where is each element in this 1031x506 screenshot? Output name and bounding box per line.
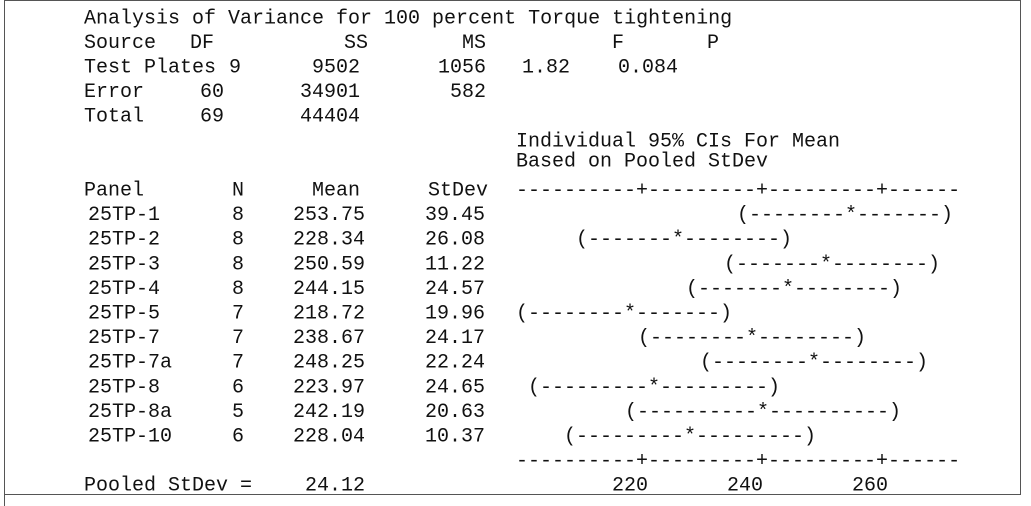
ci-header: Individual 95% CIs For Mean <box>516 130 840 153</box>
ci-bar: (---------*---------) <box>564 425 816 448</box>
means-cell: 24.65 <box>425 376 485 399</box>
scale-label: 240 <box>727 475 763 498</box>
means-header: Panel <box>84 179 144 202</box>
means-cell: 228.34 <box>293 229 365 252</box>
ci-bar: (--------*--------) <box>700 352 928 375</box>
anova-header: P <box>707 32 719 55</box>
anova-cell: Error <box>84 81 144 104</box>
means-cell: 19.96 <box>425 302 485 325</box>
ci-bar: (-------*--------) <box>576 229 792 252</box>
scale-rule: ----------+---------+---------+------ <box>516 450 960 473</box>
means-cell: 238.67 <box>293 327 365 350</box>
title: Analysis of Variance for 100 percent Tor… <box>84 7 732 30</box>
means-header: StDev <box>428 179 488 202</box>
means-cell: 22.24 <box>425 352 485 375</box>
ci-bar: (--------*-------) <box>516 302 732 325</box>
means-cell: 6 <box>232 376 244 399</box>
means-cell: 7 <box>232 327 244 350</box>
anova-cell: 60 <box>200 81 224 104</box>
means-cell: 11.22 <box>425 253 485 276</box>
means-cell: 7 <box>232 352 244 375</box>
means-cell: 20.63 <box>425 401 485 424</box>
scale-label: 260 <box>852 475 888 498</box>
ci-bar: (--------*--------) <box>638 327 866 350</box>
anova-cell: Total <box>84 106 144 129</box>
anova-header: SS <box>344 32 368 55</box>
means-cell: 6 <box>232 425 244 448</box>
means-cell: 25TP-5 <box>88 302 160 325</box>
anova-cell: 0.084 <box>618 56 678 79</box>
means-cell: 250.59 <box>293 253 365 276</box>
means-header: Mean <box>312 179 360 202</box>
means-cell: 24.57 <box>425 278 485 301</box>
anova-cell: 34901 <box>300 81 360 104</box>
means-cell: 25TP-8 <box>88 376 160 399</box>
anova-cell: 44404 <box>300 106 360 129</box>
means-cell: 7 <box>232 302 244 325</box>
means-cell: 39.45 <box>425 204 485 227</box>
means-cell: 25TP-1 <box>88 204 160 227</box>
means-cell: 8 <box>232 229 244 252</box>
means-cell: 25TP-3 <box>88 253 160 276</box>
anova-cell: 582 <box>450 81 486 104</box>
means-header: N <box>232 179 244 202</box>
anova-cell: 9 <box>229 56 241 79</box>
means-cell: 8 <box>232 204 244 227</box>
means-cell: 228.04 <box>293 425 365 448</box>
means-cell: 25TP-8a <box>88 401 172 424</box>
anova-header: DF <box>190 32 214 55</box>
means-cell: 223.97 <box>293 376 365 399</box>
means-cell: 25TP-10 <box>88 425 172 448</box>
scale-rule: ----------+---------+---------+------ <box>516 179 960 202</box>
ci-bar: (-------*--------) <box>686 278 902 301</box>
means-cell: 25TP-7a <box>88 352 172 375</box>
means-cell: 244.15 <box>293 278 365 301</box>
pooled-value: 24.12 <box>305 475 365 498</box>
means-cell: 26.08 <box>425 229 485 252</box>
means-cell: 5 <box>232 401 244 424</box>
anova-cell: 9502 <box>312 56 360 79</box>
means-cell: 218.72 <box>293 302 365 325</box>
ci-bar: (-------*--------) <box>724 253 940 276</box>
scale-label: 220 <box>612 475 648 498</box>
ci-header: Based on Pooled StDev <box>516 150 768 173</box>
means-cell: 8 <box>232 278 244 301</box>
anova-cell: 1056 <box>438 56 486 79</box>
means-cell: 25TP-4 <box>88 278 160 301</box>
anova-header: F <box>612 32 624 55</box>
means-cell: 242.19 <box>293 401 365 424</box>
anova-cell: 1.82 <box>522 56 570 79</box>
ci-bar: (---------*---------) <box>528 376 780 399</box>
ci-bar: (----------*----------) <box>625 401 901 424</box>
anova-header: Source <box>84 32 156 55</box>
anova-cell: 69 <box>200 106 224 129</box>
ci-bar: (--------*-------) <box>737 204 953 227</box>
frame <box>4 0 1021 495</box>
means-cell: 25TP-2 <box>88 229 160 252</box>
means-cell: 24.17 <box>425 327 485 350</box>
pooled-label: Pooled StDev = <box>84 475 252 498</box>
means-cell: 253.75 <box>293 204 365 227</box>
means-cell: 25TP-7 <box>88 327 160 350</box>
means-cell: 10.37 <box>425 425 485 448</box>
anova-header: MS <box>462 32 486 55</box>
means-cell: 248.25 <box>293 352 365 375</box>
anova-cell: Test Plates <box>84 56 216 79</box>
means-cell: 8 <box>232 253 244 276</box>
